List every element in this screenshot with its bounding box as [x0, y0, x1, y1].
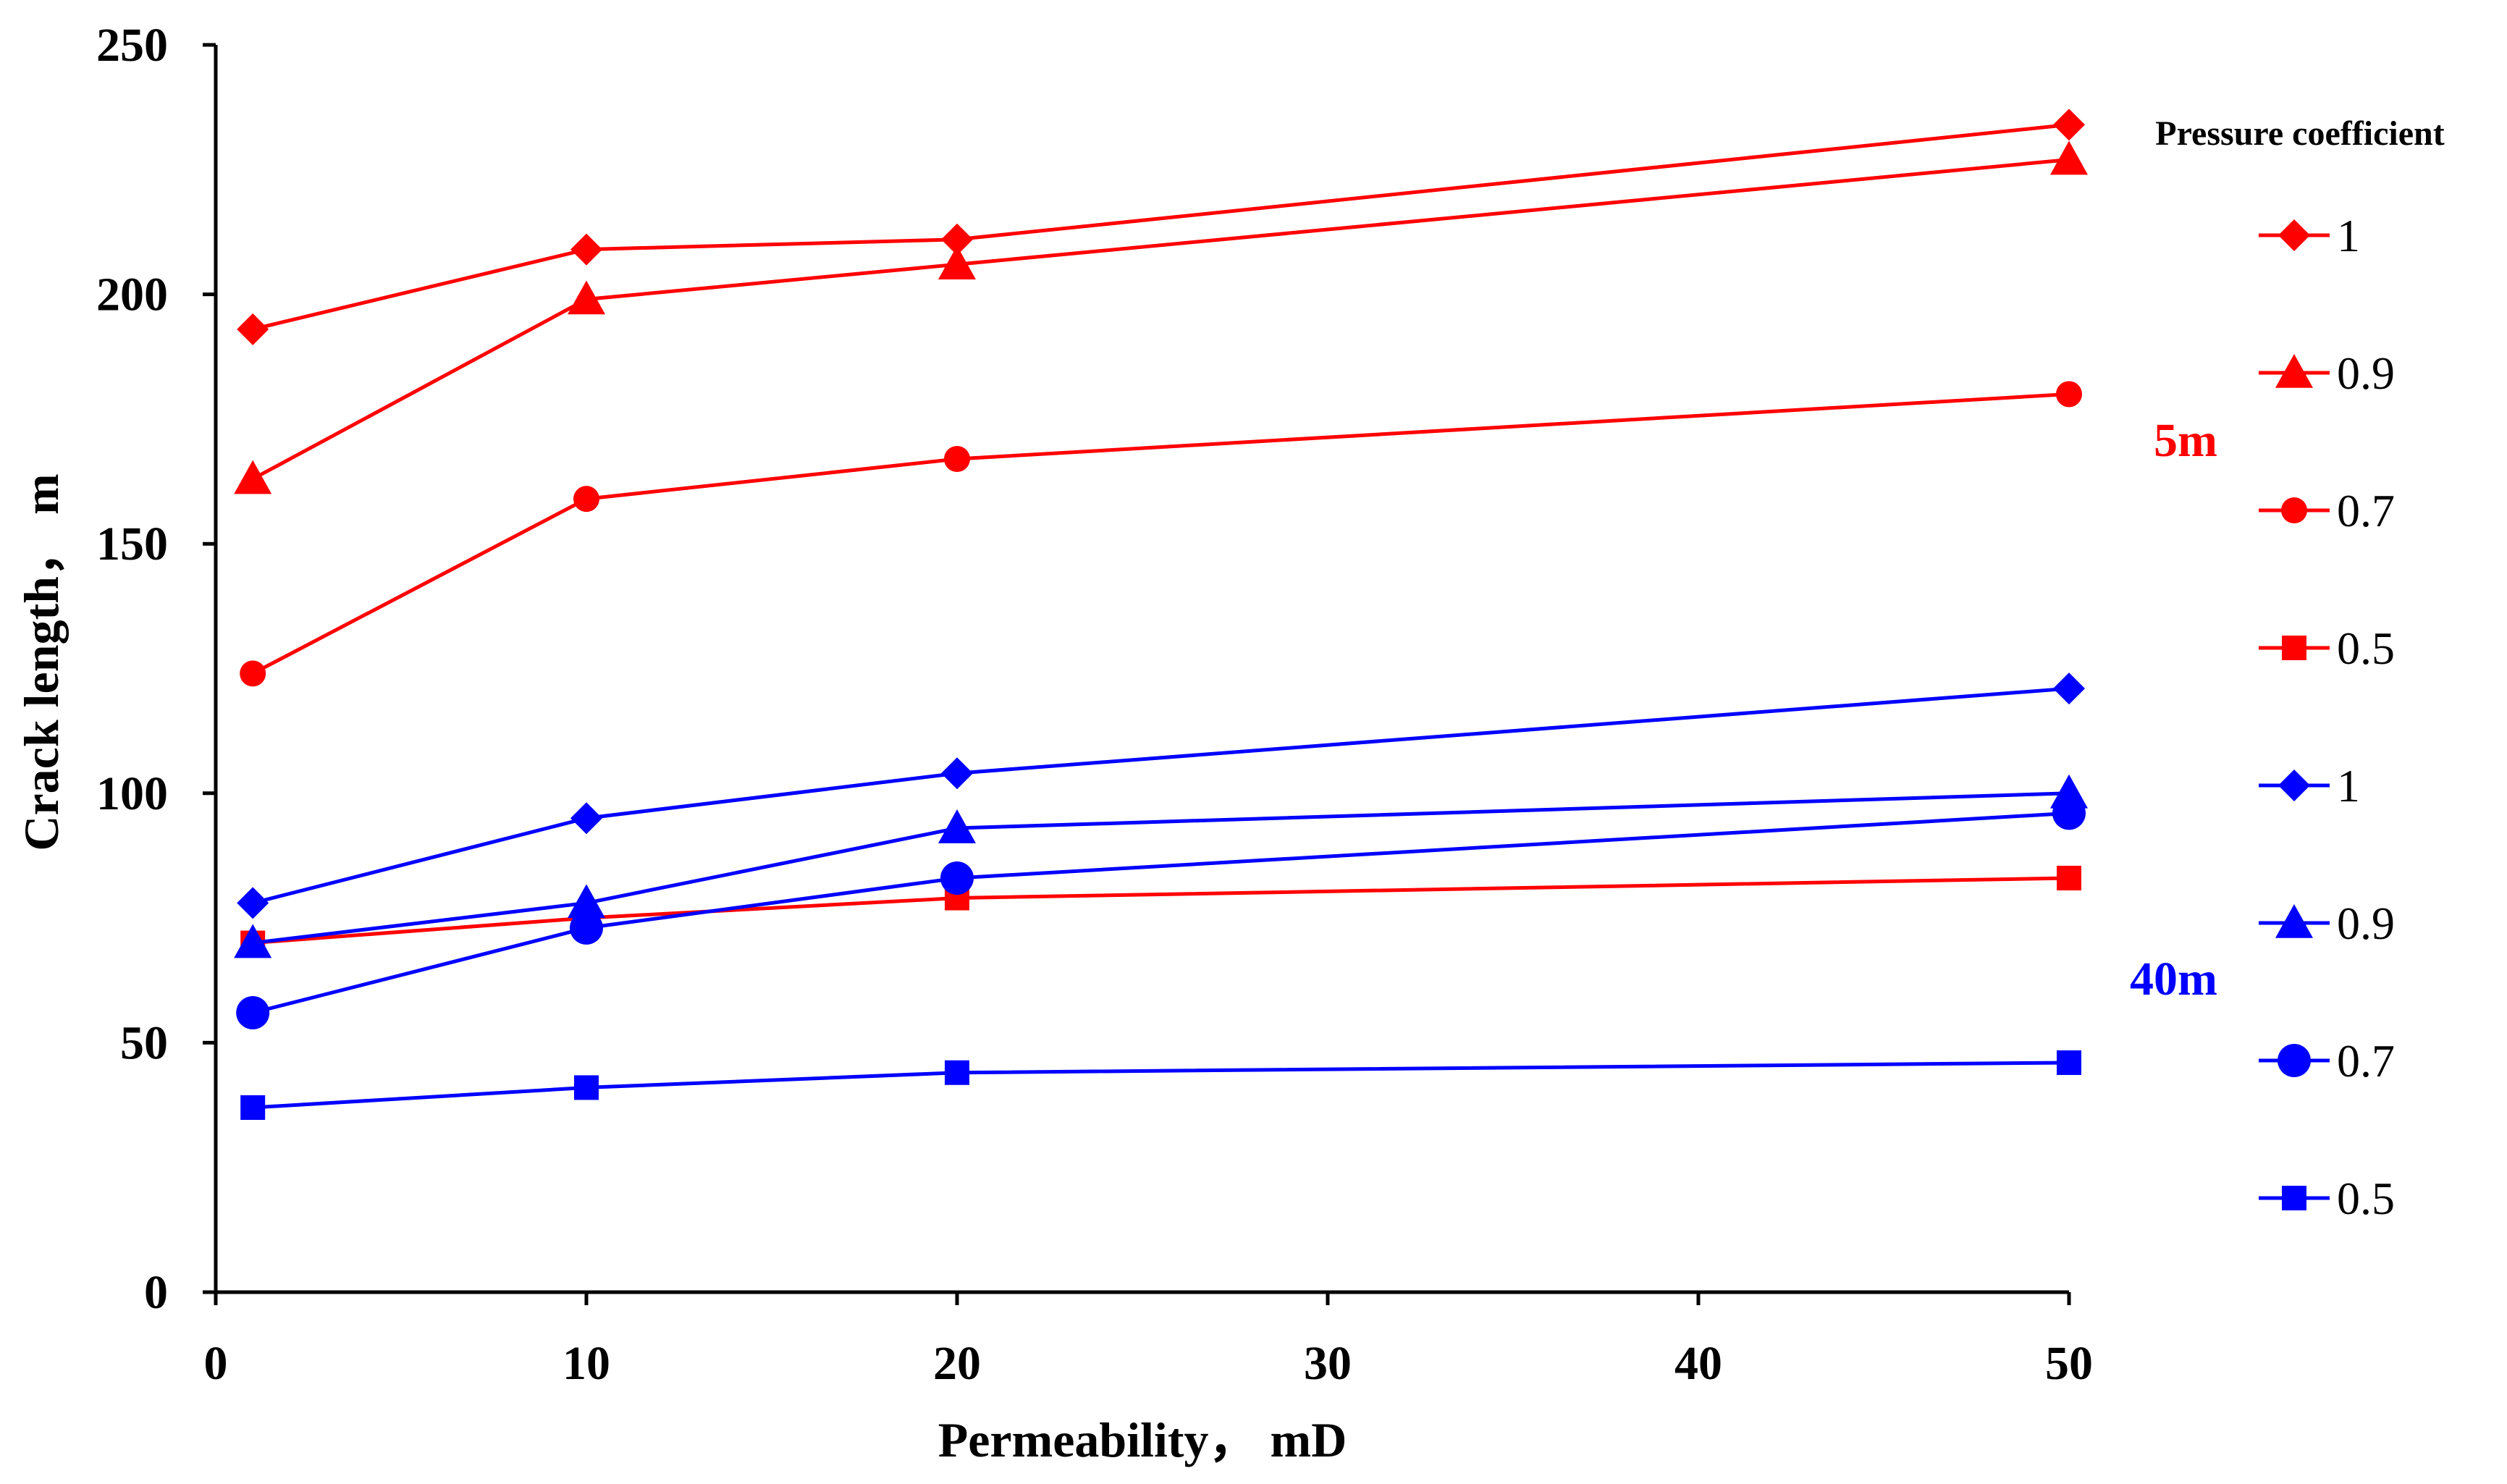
x-tick-label: 10	[563, 1337, 610, 1390]
y-tick-label: 50	[120, 1016, 168, 1069]
data-point	[234, 924, 272, 958]
legend-label: 1	[2337, 760, 2360, 811]
legend-marker	[2275, 354, 2313, 388]
legend-entry-40m-1: 1	[2259, 760, 2360, 811]
y-axis-title: Crack length， m	[14, 473, 69, 851]
data-point	[2056, 381, 2082, 408]
legend-label: 1	[2337, 210, 2360, 261]
data-point	[941, 223, 973, 256]
group-label-40m: 40m	[2130, 953, 2217, 1006]
legend-entry-5m-0.7: 0.7	[2259, 485, 2395, 536]
data-point	[568, 884, 605, 919]
y-tick-label: 100	[96, 767, 168, 820]
data-point	[2053, 673, 2085, 705]
data-point	[570, 233, 602, 266]
legend-entry-40m-0.7: 0.7	[2259, 1035, 2395, 1087]
data-point	[941, 757, 973, 790]
data-point	[570, 802, 602, 835]
series-line	[252, 686, 2070, 905]
data-point	[944, 446, 970, 473]
legend-marker	[2278, 770, 2310, 801]
series-line	[252, 122, 2070, 332]
group-label-5m: 5m	[2154, 414, 2217, 467]
data-point	[234, 460, 272, 494]
legend-entry-40m-0.9: 0.9	[2259, 898, 2395, 949]
data-point	[574, 1075, 599, 1100]
y-tick-label: 150	[96, 518, 168, 570]
data-point	[570, 911, 603, 945]
data-point	[938, 809, 976, 843]
legend-marker	[2275, 904, 2313, 938]
data-point	[568, 280, 605, 315]
data-point	[573, 486, 599, 513]
data-point	[237, 313, 269, 345]
data-point	[940, 861, 974, 895]
legend-entry-5m-1: 1	[2259, 210, 2360, 261]
series-line	[252, 791, 2070, 945]
data-point	[2057, 865, 2081, 890]
series-line	[252, 158, 2070, 481]
data-point	[237, 887, 269, 919]
series-40m-0.7	[236, 796, 2086, 1030]
series-5m-1	[237, 109, 2085, 345]
x-tick-label: 40	[1674, 1337, 1722, 1390]
y-tick-label: 0	[144, 1266, 168, 1319]
data-point	[2057, 1050, 2081, 1075]
legend-label: 0.5	[2337, 1173, 2395, 1224]
legend-marker	[2282, 1186, 2306, 1210]
legend-entry-5m-0.9: 0.9	[2259, 347, 2395, 399]
data-point	[240, 1095, 266, 1120]
y-tick-label: 250	[96, 19, 168, 72]
series-5m-0.7	[240, 381, 2082, 687]
data-point	[236, 996, 270, 1030]
legend-marker	[2278, 219, 2310, 251]
legend-label: 0.9	[2337, 347, 2395, 399]
series-line	[253, 876, 2070, 945]
legend-entry-5m-0.5: 0.5	[2259, 623, 2395, 674]
legend-marker	[2281, 497, 2307, 523]
legend-label: 0.5	[2337, 623, 2395, 674]
series-line	[252, 392, 2070, 675]
legend-label: 0.7	[2337, 485, 2395, 536]
data-point	[2050, 140, 2088, 175]
x-tick-label: 50	[2045, 1337, 2093, 1390]
x-tick-label: 30	[1304, 1337, 1352, 1390]
series-40m-0.5	[240, 1050, 2081, 1120]
legend-marker	[2282, 636, 2306, 660]
x-axis-title: Permeability， mD	[938, 1412, 1347, 1467]
x-tick-label: 20	[933, 1337, 981, 1390]
data-point	[2053, 109, 2085, 141]
data-point	[938, 245, 976, 280]
series-5m-0.9	[234, 140, 2088, 494]
series-line	[253, 1061, 2070, 1110]
data-point	[945, 1060, 969, 1085]
series-40m-1	[237, 673, 2085, 919]
data-point	[240, 660, 266, 687]
legend-label: 0.7	[2337, 1035, 2395, 1087]
series-line	[252, 811, 2070, 1015]
y-tick-label: 200	[96, 269, 168, 321]
legend-label: 0.9	[2337, 898, 2395, 949]
legend-marker	[2278, 1044, 2311, 1077]
legend-entry-40m-0.5: 0.5	[2259, 1173, 2395, 1224]
x-tick-label: 0	[204, 1337, 228, 1390]
legend-title: Pressure coefficient	[2155, 114, 2444, 153]
data-point	[2052, 796, 2086, 830]
